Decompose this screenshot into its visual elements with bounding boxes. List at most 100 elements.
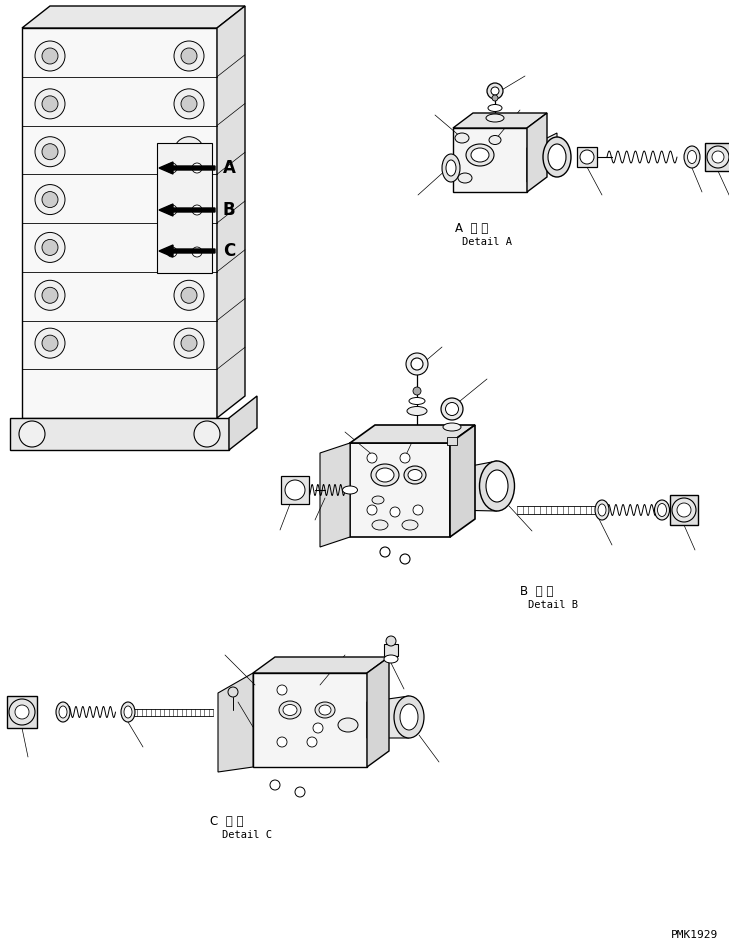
Circle shape <box>491 87 499 95</box>
Circle shape <box>174 41 204 71</box>
Ellipse shape <box>407 407 427 415</box>
Ellipse shape <box>441 398 463 420</box>
Circle shape <box>192 163 202 173</box>
Ellipse shape <box>402 520 418 530</box>
Ellipse shape <box>404 466 426 484</box>
Circle shape <box>174 89 204 119</box>
Circle shape <box>406 353 428 375</box>
Circle shape <box>181 239 197 256</box>
Polygon shape <box>217 6 245 418</box>
Bar <box>447 437 457 445</box>
Ellipse shape <box>408 469 422 481</box>
Ellipse shape <box>489 136 501 144</box>
Ellipse shape <box>486 114 504 122</box>
Text: B: B <box>223 201 235 219</box>
Circle shape <box>35 184 65 215</box>
Circle shape <box>174 233 204 262</box>
Ellipse shape <box>455 133 469 143</box>
Ellipse shape <box>400 704 418 730</box>
Circle shape <box>35 137 65 166</box>
Circle shape <box>174 328 204 358</box>
Circle shape <box>400 453 410 463</box>
Polygon shape <box>320 443 350 547</box>
Ellipse shape <box>595 500 609 520</box>
Polygon shape <box>218 673 253 772</box>
Circle shape <box>487 83 503 99</box>
Polygon shape <box>367 657 389 767</box>
Circle shape <box>367 453 377 463</box>
Circle shape <box>174 184 204 215</box>
Circle shape <box>277 685 287 695</box>
Ellipse shape <box>445 403 459 415</box>
Polygon shape <box>450 425 475 537</box>
Bar <box>157 143 212 273</box>
Polygon shape <box>22 28 217 418</box>
Circle shape <box>413 387 421 395</box>
Circle shape <box>277 737 287 747</box>
Circle shape <box>307 737 317 747</box>
Circle shape <box>35 328 65 358</box>
Text: A: A <box>223 159 236 177</box>
Circle shape <box>194 421 220 447</box>
Ellipse shape <box>598 504 606 516</box>
Circle shape <box>413 505 423 515</box>
Circle shape <box>181 96 197 112</box>
Circle shape <box>492 95 498 101</box>
Circle shape <box>42 48 58 64</box>
Circle shape <box>19 421 45 447</box>
Circle shape <box>313 723 323 733</box>
Circle shape <box>400 554 410 564</box>
Circle shape <box>35 233 65 262</box>
Ellipse shape <box>442 154 460 182</box>
Circle shape <box>672 498 696 522</box>
Polygon shape <box>253 673 367 767</box>
Circle shape <box>707 146 729 168</box>
Polygon shape <box>367 696 409 738</box>
Ellipse shape <box>488 104 502 111</box>
Bar <box>577 147 597 167</box>
Ellipse shape <box>372 520 388 530</box>
Ellipse shape <box>59 706 67 718</box>
Ellipse shape <box>394 696 424 738</box>
Circle shape <box>367 505 377 515</box>
Ellipse shape <box>684 146 700 168</box>
Polygon shape <box>453 128 527 192</box>
Ellipse shape <box>124 706 132 718</box>
Polygon shape <box>350 443 450 537</box>
Ellipse shape <box>121 702 135 722</box>
Circle shape <box>42 335 58 352</box>
Ellipse shape <box>283 705 297 715</box>
Circle shape <box>42 287 58 303</box>
Ellipse shape <box>486 470 508 502</box>
Text: PMK1929: PMK1929 <box>671 930 718 940</box>
Ellipse shape <box>446 160 456 176</box>
Circle shape <box>35 280 65 311</box>
Circle shape <box>380 547 390 557</box>
Ellipse shape <box>548 144 566 170</box>
Text: A  詳 細: A 詳 細 <box>455 222 488 235</box>
Ellipse shape <box>658 504 666 517</box>
Polygon shape <box>229 396 257 450</box>
Text: Detail B: Detail B <box>528 600 578 610</box>
Bar <box>384 644 398 656</box>
Circle shape <box>42 96 58 112</box>
Ellipse shape <box>319 705 331 715</box>
Polygon shape <box>527 113 547 192</box>
Text: C: C <box>223 242 235 260</box>
Circle shape <box>167 247 177 257</box>
Bar <box>281 476 309 504</box>
Ellipse shape <box>371 464 399 486</box>
Circle shape <box>677 503 691 517</box>
Bar <box>7 696 37 728</box>
Circle shape <box>228 687 238 697</box>
Circle shape <box>15 705 29 719</box>
Text: Detail A: Detail A <box>462 237 512 247</box>
Circle shape <box>192 247 202 257</box>
Circle shape <box>35 41 65 71</box>
Ellipse shape <box>655 500 669 520</box>
Ellipse shape <box>466 144 494 166</box>
Polygon shape <box>253 657 389 673</box>
Circle shape <box>192 205 202 215</box>
Polygon shape <box>22 6 245 28</box>
Ellipse shape <box>315 702 335 718</box>
